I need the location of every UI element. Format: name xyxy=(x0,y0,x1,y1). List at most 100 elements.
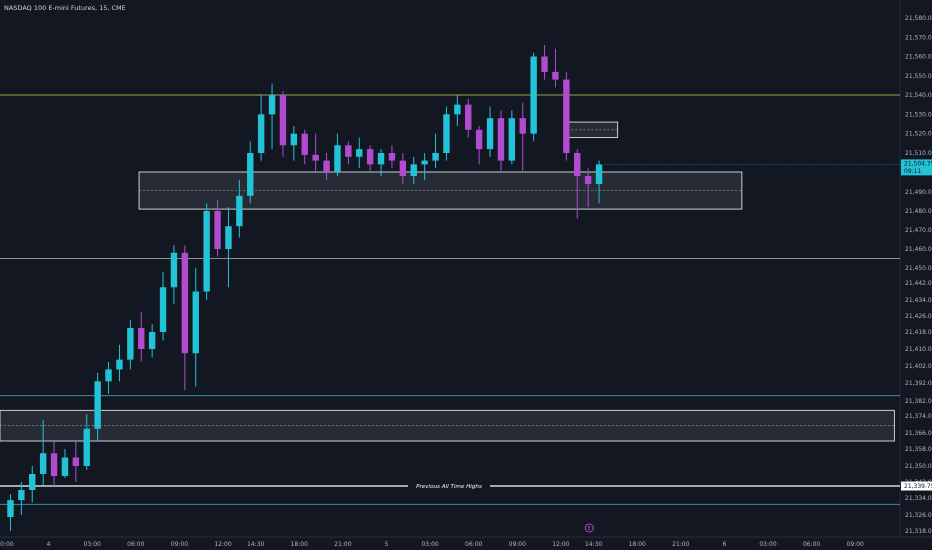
candle-body-25 xyxy=(279,95,287,146)
candle-body-29 xyxy=(323,160,330,172)
y-tick-label: 21,326.00 xyxy=(905,512,932,519)
x-tick-label: 4 xyxy=(47,541,51,548)
candle-body-42 xyxy=(465,104,472,130)
candle-body-27 xyxy=(301,133,308,155)
candle-body-6 xyxy=(72,457,80,466)
y-tick-label: 21,350.00 xyxy=(905,463,932,470)
y-tick-label: 21,550.00 xyxy=(905,73,932,80)
candle-body-31 xyxy=(345,145,352,157)
y-tick-label: 21,570.00 xyxy=(905,34,932,41)
x-tick-label: 03:00 xyxy=(421,541,438,548)
candle-body-39 xyxy=(432,153,439,161)
candle-body-54 xyxy=(595,164,603,184)
candle-body-23 xyxy=(257,114,265,153)
y-tick-label: 21,560.00 xyxy=(905,54,932,61)
candle-body-36 xyxy=(399,160,407,176)
annotation-price-tag xyxy=(901,481,932,491)
countdown-text: 09:11 xyxy=(904,168,921,175)
y-tick-label: 21,520.00 xyxy=(905,131,932,138)
candle-body-35 xyxy=(388,153,396,161)
candle-body-20 xyxy=(225,226,232,249)
candle-body-7 xyxy=(83,428,90,466)
earnings-event-icon xyxy=(584,523,594,533)
candle-body-3 xyxy=(39,453,47,474)
candle-body-30 xyxy=(334,145,341,172)
x-tick-label: 5 xyxy=(385,541,389,548)
y-tick-label: 21,366.00 xyxy=(905,430,932,437)
x-tick-label: 14:30 xyxy=(585,541,602,548)
candle-body-34 xyxy=(377,153,385,165)
candle-body-50 xyxy=(552,71,559,80)
candle-body-9 xyxy=(105,369,112,382)
y-tick-label: 21,490.00 xyxy=(905,189,932,196)
x-tick-label: 06:00 xyxy=(465,541,482,548)
y-tick-label: 21,382.00 xyxy=(905,398,932,405)
x-tick-label: 14:30 xyxy=(247,541,264,548)
candle-body-28 xyxy=(312,154,319,161)
candle-body-52 xyxy=(574,153,581,176)
candle-body-4 xyxy=(50,453,58,476)
candle-body-2 xyxy=(29,474,36,490)
y-tick-label: 21,374.00 xyxy=(905,413,932,420)
x-tick-label: 00:00 xyxy=(0,541,14,548)
y-tick-label: 21,442.00 xyxy=(905,280,932,287)
y-tick-label: 21,470.00 xyxy=(905,227,932,234)
x-tick-label: 6 xyxy=(722,541,726,548)
candle-body-19 xyxy=(214,211,221,249)
candle-body-33 xyxy=(366,149,374,165)
candle-body-24 xyxy=(268,95,276,115)
candle-body-26 xyxy=(290,133,298,146)
candle-body-17 xyxy=(192,291,199,354)
y-tick-label: 21,510.00 xyxy=(905,150,932,157)
x-tick-label: 21:00 xyxy=(334,541,351,548)
x-tick-label: 21:00 xyxy=(672,541,689,548)
candle-body-40 xyxy=(443,114,450,153)
y-tick-label: 21,540.00 xyxy=(905,92,932,99)
y-tick-label: 21,434.00 xyxy=(905,297,932,304)
annotation-price-text: 21,339.75 xyxy=(904,483,932,490)
y-tick-label: 21,426.00 xyxy=(905,313,932,320)
current-price-tag xyxy=(901,159,932,176)
candle-body-8 xyxy=(94,381,101,429)
candle-body-18 xyxy=(203,211,210,292)
candle-body-49 xyxy=(541,56,548,72)
candle-body-43 xyxy=(475,129,483,150)
candle-body-45 xyxy=(497,118,505,161)
candle-body-46 xyxy=(508,118,516,161)
x-tick-label: 06:00 xyxy=(803,541,820,548)
candle-body-15 xyxy=(170,252,178,288)
x-tick-label: 03:00 xyxy=(759,541,776,548)
candle-body-14 xyxy=(159,287,167,332)
candle-body-12 xyxy=(138,328,145,349)
y-tick-label: 21,402.00 xyxy=(905,363,932,370)
x-tick-label: 12:00 xyxy=(214,541,231,548)
y-tick-label: 21,410.00 xyxy=(905,346,932,353)
earnings-event-label: E xyxy=(588,526,591,532)
candle-body-44 xyxy=(486,118,494,150)
annotation-label: Previous All Time Highs xyxy=(416,484,482,490)
candle-body-38 xyxy=(421,160,428,165)
x-tick-label: 09:00 xyxy=(509,541,526,548)
y-tick-label: 21,460.00 xyxy=(905,246,932,253)
candle-body-37 xyxy=(410,164,417,176)
candle-body-0 xyxy=(7,500,14,517)
y-tick-label: 21,334.00 xyxy=(905,495,932,502)
y-tick-label: 21,480.00 xyxy=(905,208,932,215)
x-tick-label: 09:00 xyxy=(847,541,864,548)
candle-body-16 xyxy=(181,252,189,354)
x-tick-label: 18:00 xyxy=(629,541,646,548)
candle-body-48 xyxy=(530,56,537,134)
candle-body-11 xyxy=(127,328,134,360)
x-tick-label: 09:00 xyxy=(171,541,188,548)
candle-body-47 xyxy=(519,118,526,134)
y-tick-label: 21,392.00 xyxy=(905,380,932,387)
chart-title: NASDAQ 100 E-mini Futures, 15, CME xyxy=(4,4,126,12)
candle-body-5 xyxy=(61,457,69,476)
annotation-bg xyxy=(408,482,490,490)
candle-body-13 xyxy=(148,332,156,349)
candle-body-53 xyxy=(584,176,592,184)
y-tick-label: 21,418.00 xyxy=(905,329,932,336)
y-tick-label: 21,450.00 xyxy=(905,265,932,272)
